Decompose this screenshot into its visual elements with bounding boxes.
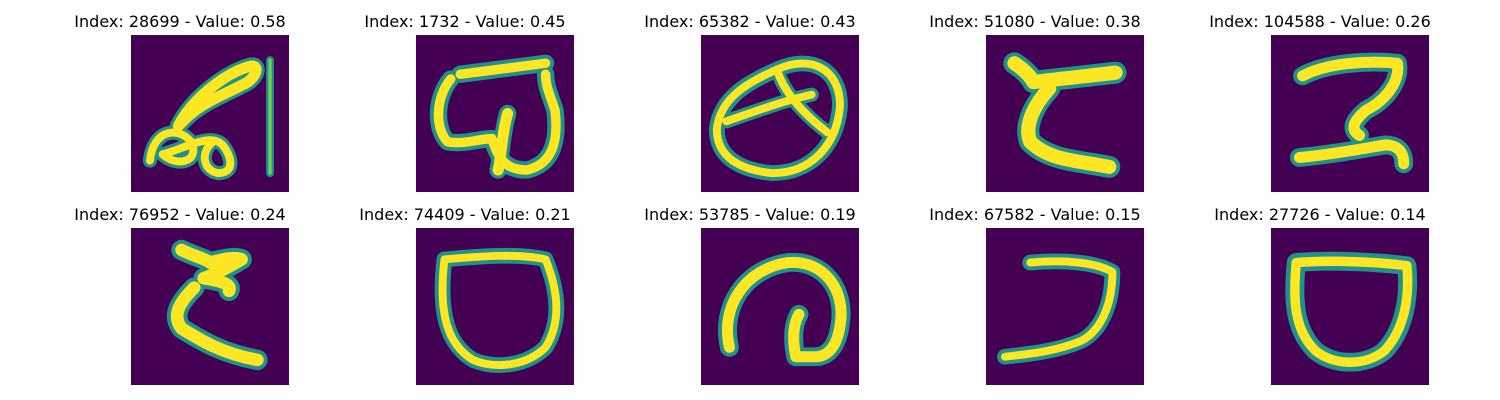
glyph-image: [701, 228, 859, 385]
panel-title: Index: 1732 - Value: 0.45: [364, 12, 566, 31]
panel-title: Index: 27726 - Value: 0.14: [1214, 205, 1426, 224]
glyph-image: [131, 228, 289, 385]
image-panel: Index: 51080 - Value: 0.38: [885, 0, 1185, 195]
panel-title: Index: 76952 - Value: 0.24: [74, 205, 286, 224]
glyph-image: [416, 35, 574, 192]
image-panel: Index: 1732 - Value: 0.45: [315, 0, 615, 195]
image-panel: Index: 27726 - Value: 0.14: [1170, 193, 1470, 388]
image-panel: Index: 104588 - Value: 0.26: [1170, 0, 1470, 195]
image-panel: Index: 76952 - Value: 0.24: [30, 193, 330, 388]
panel-title: Index: 53785 - Value: 0.19: [644, 205, 856, 224]
glyph-image: [416, 228, 574, 385]
panel-title: Index: 65382 - Value: 0.43: [644, 12, 856, 31]
image-panel: Index: 28699 - Value: 0.58: [30, 0, 330, 195]
panel-title: Index: 104588 - Value: 0.26: [1209, 12, 1431, 31]
glyph-image: [1271, 228, 1429, 385]
panel-title: Index: 28699 - Value: 0.58: [74, 12, 286, 31]
image-panel: Index: 67582 - Value: 0.15: [885, 193, 1185, 388]
glyph-image: [1271, 35, 1429, 192]
panel-title: Index: 67582 - Value: 0.15: [929, 205, 1141, 224]
glyph-image: [131, 35, 289, 192]
glyph-image: [701, 35, 859, 192]
image-panel: Index: 74409 - Value: 0.21: [315, 193, 615, 388]
panel-title: Index: 51080 - Value: 0.38: [929, 12, 1141, 31]
image-panel: Index: 65382 - Value: 0.43: [600, 0, 900, 195]
glyph-image: [986, 35, 1144, 192]
image-panel: Index: 53785 - Value: 0.19: [600, 193, 900, 388]
glyph-image: [986, 228, 1144, 385]
panel-title: Index: 74409 - Value: 0.21: [359, 205, 571, 224]
